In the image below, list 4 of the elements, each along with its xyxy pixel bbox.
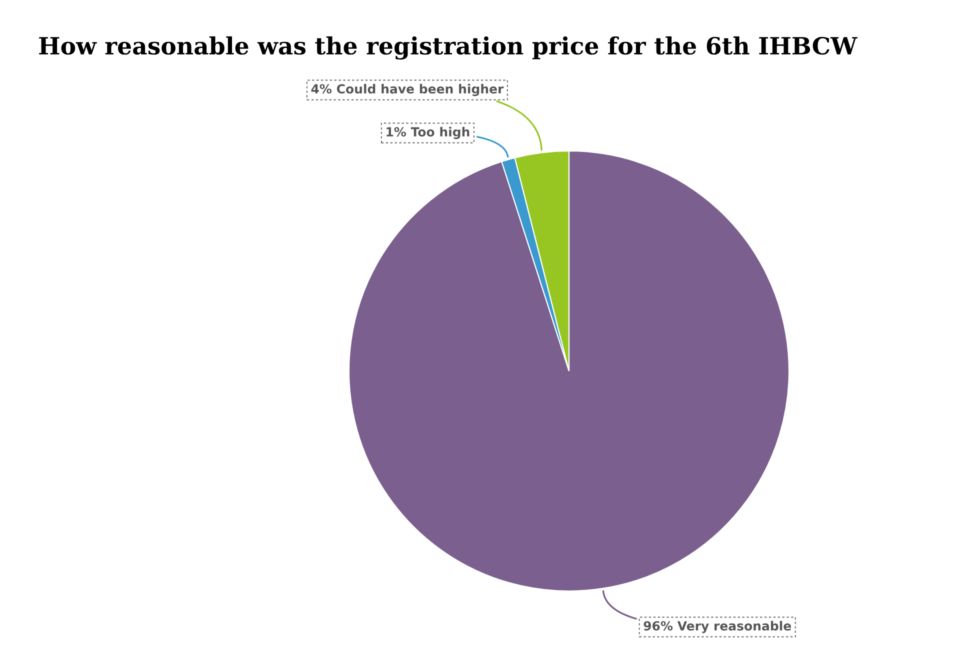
slice-label: 1% Too high (386, 126, 470, 140)
slice-label: 96% Very reasonable (644, 620, 792, 634)
slice-label: 4% Could have been higher (311, 84, 504, 96)
chart-title: How reasonable was the registration price for the 6th IHBCW (39, 36, 858, 60)
